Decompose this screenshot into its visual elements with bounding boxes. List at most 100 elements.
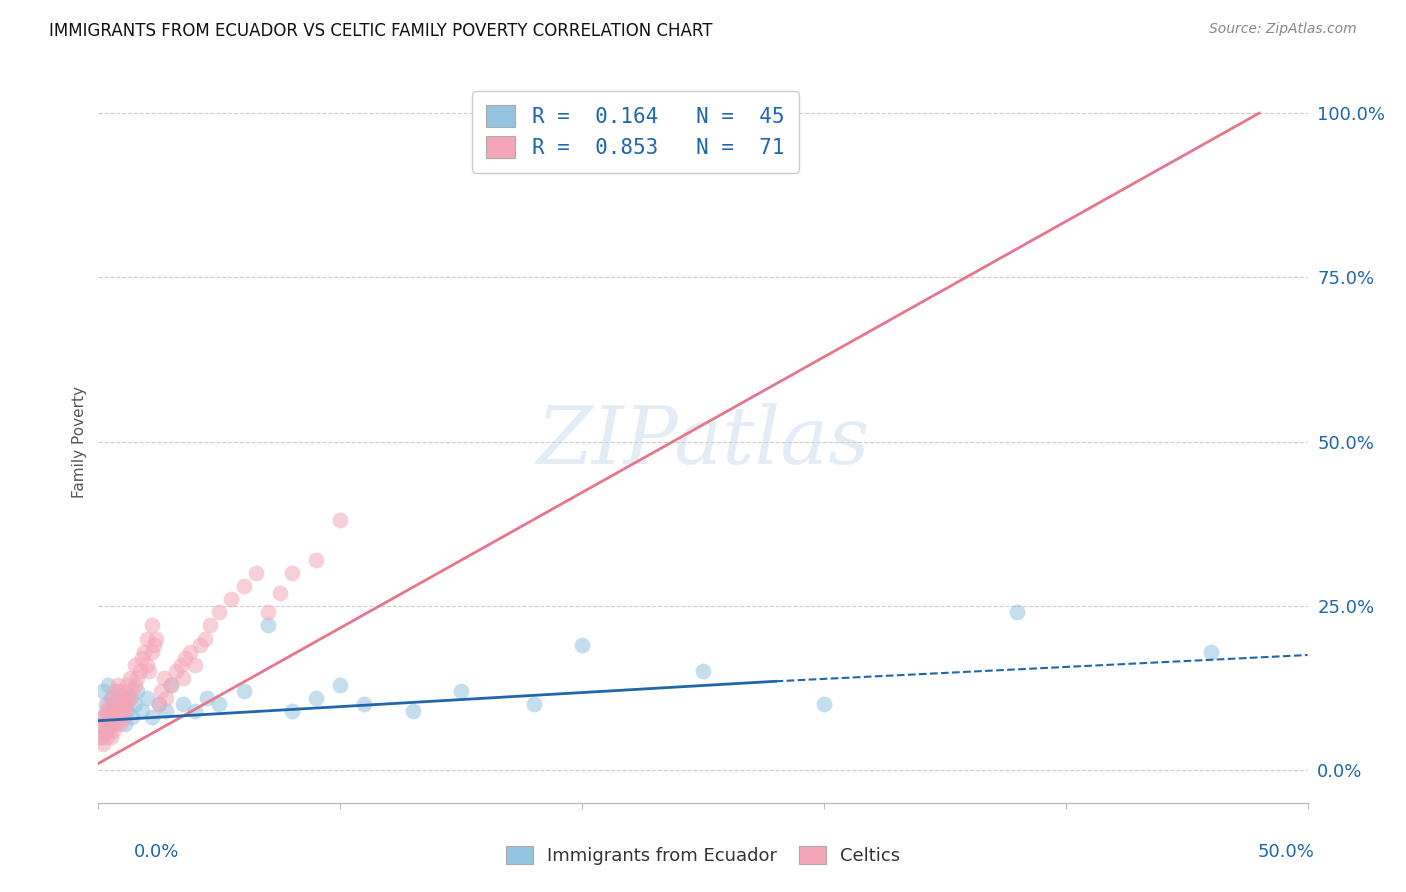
Point [353, 698, 375, 712]
Point [256, 618, 278, 632]
Point [571, 638, 593, 652]
Point [198, 618, 221, 632]
Point [165, 665, 187, 679]
Text: 0.0%: 0.0% [134, 843, 179, 861]
Point [179, 645, 201, 659]
Point [101, 690, 124, 705]
Point [232, 684, 254, 698]
Point [402, 704, 425, 718]
Point [104, 684, 127, 698]
Point [94, 704, 117, 718]
Point [208, 605, 231, 619]
Point [94, 698, 117, 712]
Y-axis label: Family Poverty: Family Poverty [72, 385, 87, 498]
Point [101, 710, 124, 724]
Point [100, 690, 122, 705]
Point [135, 690, 157, 705]
Text: IMMIGRANTS FROM ECUADOR VS CELTIC FAMILY POVERTY CORRELATION CHART: IMMIGRANTS FROM ECUADOR VS CELTIC FAMILY… [49, 22, 713, 40]
Point [107, 684, 129, 698]
Point [111, 698, 134, 712]
Point [107, 698, 129, 712]
Point [118, 690, 141, 705]
Point [100, 717, 122, 731]
Point [184, 657, 207, 672]
Point [118, 690, 141, 705]
Point [111, 710, 134, 724]
Point [281, 704, 304, 718]
Point [107, 710, 129, 724]
Point [101, 723, 124, 738]
Point [117, 677, 139, 691]
Point [169, 657, 191, 672]
Point [94, 723, 117, 738]
Point [141, 618, 163, 632]
Point [131, 651, 153, 665]
Point [150, 684, 173, 698]
Point [117, 698, 139, 712]
Point [245, 566, 267, 580]
Point [305, 553, 328, 567]
Point [97, 710, 120, 724]
Point [97, 723, 120, 738]
Point [117, 704, 139, 718]
Point [256, 605, 278, 619]
Point [90, 717, 112, 731]
Point [100, 730, 122, 744]
Point [269, 585, 291, 599]
Point [172, 698, 194, 712]
Point [90, 730, 112, 744]
Point [172, 671, 194, 685]
Point [184, 704, 207, 718]
Point [124, 677, 146, 691]
Point [523, 698, 546, 712]
Point [100, 717, 122, 731]
Point [104, 704, 127, 718]
Point [91, 710, 114, 724]
Point [194, 632, 217, 646]
Point [1007, 605, 1029, 619]
Point [221, 592, 243, 607]
Point [232, 579, 254, 593]
Point [135, 657, 157, 672]
Point [127, 671, 149, 685]
Point [138, 665, 160, 679]
Point [1199, 645, 1222, 659]
Point [692, 665, 714, 679]
Point [111, 684, 134, 698]
Point [107, 677, 129, 691]
Point [114, 704, 136, 718]
Point [152, 671, 174, 685]
Point [329, 677, 352, 691]
Point [174, 651, 197, 665]
Point [94, 730, 117, 744]
Point [141, 645, 163, 659]
Point [104, 717, 127, 731]
Point [124, 657, 146, 672]
Point [121, 684, 143, 698]
Point [101, 710, 124, 724]
Text: ZIPatlas: ZIPatlas [536, 403, 870, 480]
Point [91, 723, 114, 738]
Point [97, 677, 120, 691]
Point [281, 566, 304, 580]
Text: Source: ZipAtlas.com: Source: ZipAtlas.com [1209, 22, 1357, 37]
Point [143, 638, 166, 652]
Point [108, 710, 131, 724]
Point [124, 698, 146, 712]
Point [111, 698, 134, 712]
Point [208, 698, 231, 712]
Point [91, 684, 114, 698]
Legend: Immigrants from Ecuador, Celtics: Immigrants from Ecuador, Celtics [498, 839, 908, 872]
Point [128, 665, 150, 679]
Point [155, 690, 177, 705]
Point [160, 677, 183, 691]
Point [188, 638, 211, 652]
Point [108, 717, 131, 731]
Point [195, 690, 218, 705]
Point [305, 690, 328, 705]
Point [97, 704, 120, 718]
Point [100, 704, 122, 718]
Point [329, 513, 352, 527]
Point [104, 704, 127, 718]
Point [135, 632, 157, 646]
